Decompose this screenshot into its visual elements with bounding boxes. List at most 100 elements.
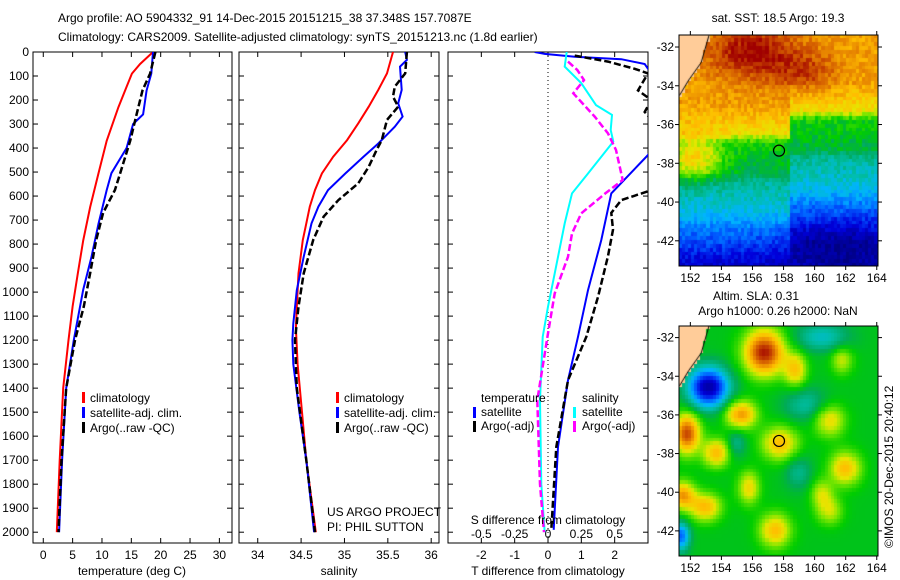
t-difference-axis-label: T difference from climatology bbox=[471, 564, 625, 578]
legend-label-sal-argo: Argo(-adj) bbox=[582, 419, 635, 433]
lon-tick-label: 160 bbox=[805, 271, 825, 285]
x-tick-label: 1 bbox=[578, 548, 585, 562]
series-climatology bbox=[55, 52, 154, 533]
map-frame bbox=[678, 34, 879, 267]
x-tick-label: 2 bbox=[611, 548, 618, 562]
depth-tick-label: 600 bbox=[9, 189, 29, 203]
legend-title-temperature: temperature bbox=[481, 391, 546, 405]
sst-map-field bbox=[679, 35, 878, 266]
depth-tick-label: 1500 bbox=[2, 405, 29, 419]
legend-label-sal-satellite: satellite bbox=[582, 405, 623, 419]
difference-panel: -2 -1 0 1 2 -0.5 -0.25 0 0.25 0.5 bbox=[447, 51, 649, 562]
lon-tick-label: 160 bbox=[805, 561, 825, 575]
x-tick-label: 35 bbox=[338, 548, 352, 562]
x-tick-label: 15 bbox=[125, 548, 139, 562]
lon-tick-label: 156 bbox=[742, 561, 762, 575]
salinity-axis-label: salinity bbox=[321, 564, 358, 578]
lat-tick-label: -32 bbox=[657, 331, 675, 345]
depth-tick-label: 1700 bbox=[2, 453, 29, 467]
lon-tick-label: 154 bbox=[711, 561, 731, 575]
difference-legend: temperature satellite Argo(-adj) salinit… bbox=[473, 391, 635, 433]
header-line-2: Climatology: CARS2009. Satellite-adjuste… bbox=[58, 30, 538, 44]
depth-tick-label: 200 bbox=[9, 93, 29, 107]
legend-label-climatology: climatology bbox=[344, 391, 404, 405]
depth-tick-label: 1900 bbox=[2, 501, 29, 515]
x-tick-label: 36 bbox=[425, 548, 439, 562]
lon-tick-label: 154 bbox=[711, 271, 731, 285]
x-tick-label: 20 bbox=[154, 548, 168, 562]
depth-tick-label: 1600 bbox=[2, 429, 29, 443]
depth-tick-label: 1400 bbox=[2, 381, 29, 395]
argo-float-marker bbox=[772, 144, 786, 157]
legend-label-argo: Argo(..raw -QC) bbox=[90, 421, 175, 435]
series-salinity-argo-adj- bbox=[536, 60, 625, 533]
legend-swatch-satellite bbox=[82, 407, 85, 418]
lat-tick-label: -42 bbox=[657, 234, 675, 248]
sla-map-title: Altim. SLA: 0.31 bbox=[713, 289, 799, 303]
legend-label-temp-satellite: satellite bbox=[481, 405, 522, 419]
map-frame bbox=[678, 325, 879, 557]
lon-tick-label: 164 bbox=[867, 561, 887, 575]
legend-label-satellite: satellite-adj. clim. bbox=[90, 406, 182, 420]
lon-tick-label: 156 bbox=[742, 271, 762, 285]
s-tick-label: -0.25 bbox=[501, 527, 529, 541]
series-climatology bbox=[294, 52, 394, 533]
depth-tick-label: 1200 bbox=[2, 333, 29, 347]
depth-tick-label: 100 bbox=[9, 69, 29, 83]
depth-tick-label: 2000 bbox=[2, 525, 29, 539]
legend-swatch-temp-satellite bbox=[473, 407, 476, 418]
depth-tick-label: 0 bbox=[22, 45, 29, 59]
sst-map: 152 154 156 158 160 162 164 -32 -34 -36 -38 -40 -42 bbox=[657, 31, 887, 285]
legend-swatch-sal-argo bbox=[573, 421, 576, 432]
sla-map-field bbox=[679, 326, 878, 556]
temperature-legend: climatology satellite-adj. clim. Argo(..… bbox=[82, 391, 182, 435]
credits-pi: PI: PHIL SUTTON bbox=[327, 520, 424, 534]
sla-map-subtitle: Argo h1000: 0.26 h2000: NaN bbox=[698, 304, 857, 318]
legend-label-satellite: satellite-adj. clim. bbox=[344, 406, 436, 420]
credits-project: US ARGO PROJECT bbox=[327, 505, 442, 519]
plot-frame bbox=[238, 51, 440, 544]
legend-swatch-temp-argo bbox=[473, 421, 476, 432]
depth-tick-label: 700 bbox=[9, 213, 29, 227]
x-tick-label: 34.5 bbox=[289, 548, 313, 562]
s-tick-label: 0 bbox=[545, 527, 552, 541]
series-group bbox=[291, 52, 409, 533]
series-salinity-satellite bbox=[538, 52, 615, 533]
depth-tick-label: 900 bbox=[9, 261, 29, 275]
legend-swatch-sal-satellite bbox=[573, 407, 576, 418]
x-tick-label: 30 bbox=[213, 548, 227, 562]
lat-tick-label: -38 bbox=[657, 447, 675, 461]
lon-tick-label: 152 bbox=[680, 271, 700, 285]
s-tick-label: -0.5 bbox=[471, 527, 492, 541]
lat-tick-label: -40 bbox=[657, 485, 675, 499]
s-tick-label: 0.5 bbox=[606, 527, 623, 541]
salinity-panel: 34 34.5 35 35.5 36 bbox=[238, 51, 440, 562]
argo-float-marker bbox=[772, 434, 786, 448]
series-temperature-argo-adj- bbox=[550, 54, 648, 530]
series-group bbox=[55, 52, 157, 533]
series-argo-raw-qc- bbox=[293, 52, 409, 533]
s-tick-label: 0.25 bbox=[570, 527, 594, 541]
lat-tick-label: -36 bbox=[657, 118, 675, 132]
lon-tick-label: 158 bbox=[774, 271, 794, 285]
series-satellite-adj-clim- bbox=[291, 52, 408, 533]
lon-tick-label: 162 bbox=[836, 561, 856, 575]
depth-tick-label: 1800 bbox=[2, 477, 29, 491]
s-difference-axis-label: S difference from climatology bbox=[471, 513, 626, 527]
header-line-1: Argo profile: AO 5904332_91 14-Dec-2015 … bbox=[58, 11, 472, 25]
salinity-legend: climatology satellite-adj. clim. Argo(..… bbox=[336, 391, 436, 435]
legend-swatch-argo bbox=[82, 422, 85, 433]
plot-frame bbox=[32, 51, 233, 544]
sst-map-title: sat. SST: 18.5 Argo: 19.3 bbox=[712, 11, 845, 25]
x-tick-label: 34 bbox=[251, 548, 265, 562]
x-tick-label: -2 bbox=[476, 548, 487, 562]
depth-tick-label: 800 bbox=[9, 237, 29, 251]
x-tick-label: 5 bbox=[69, 548, 76, 562]
legend-swatch-satellite bbox=[336, 407, 339, 418]
depth-tick-label: 400 bbox=[9, 141, 29, 155]
legend-swatch-climatology bbox=[82, 392, 85, 403]
depth-tick-label: 300 bbox=[9, 117, 29, 131]
legend-swatch-argo bbox=[336, 422, 339, 433]
